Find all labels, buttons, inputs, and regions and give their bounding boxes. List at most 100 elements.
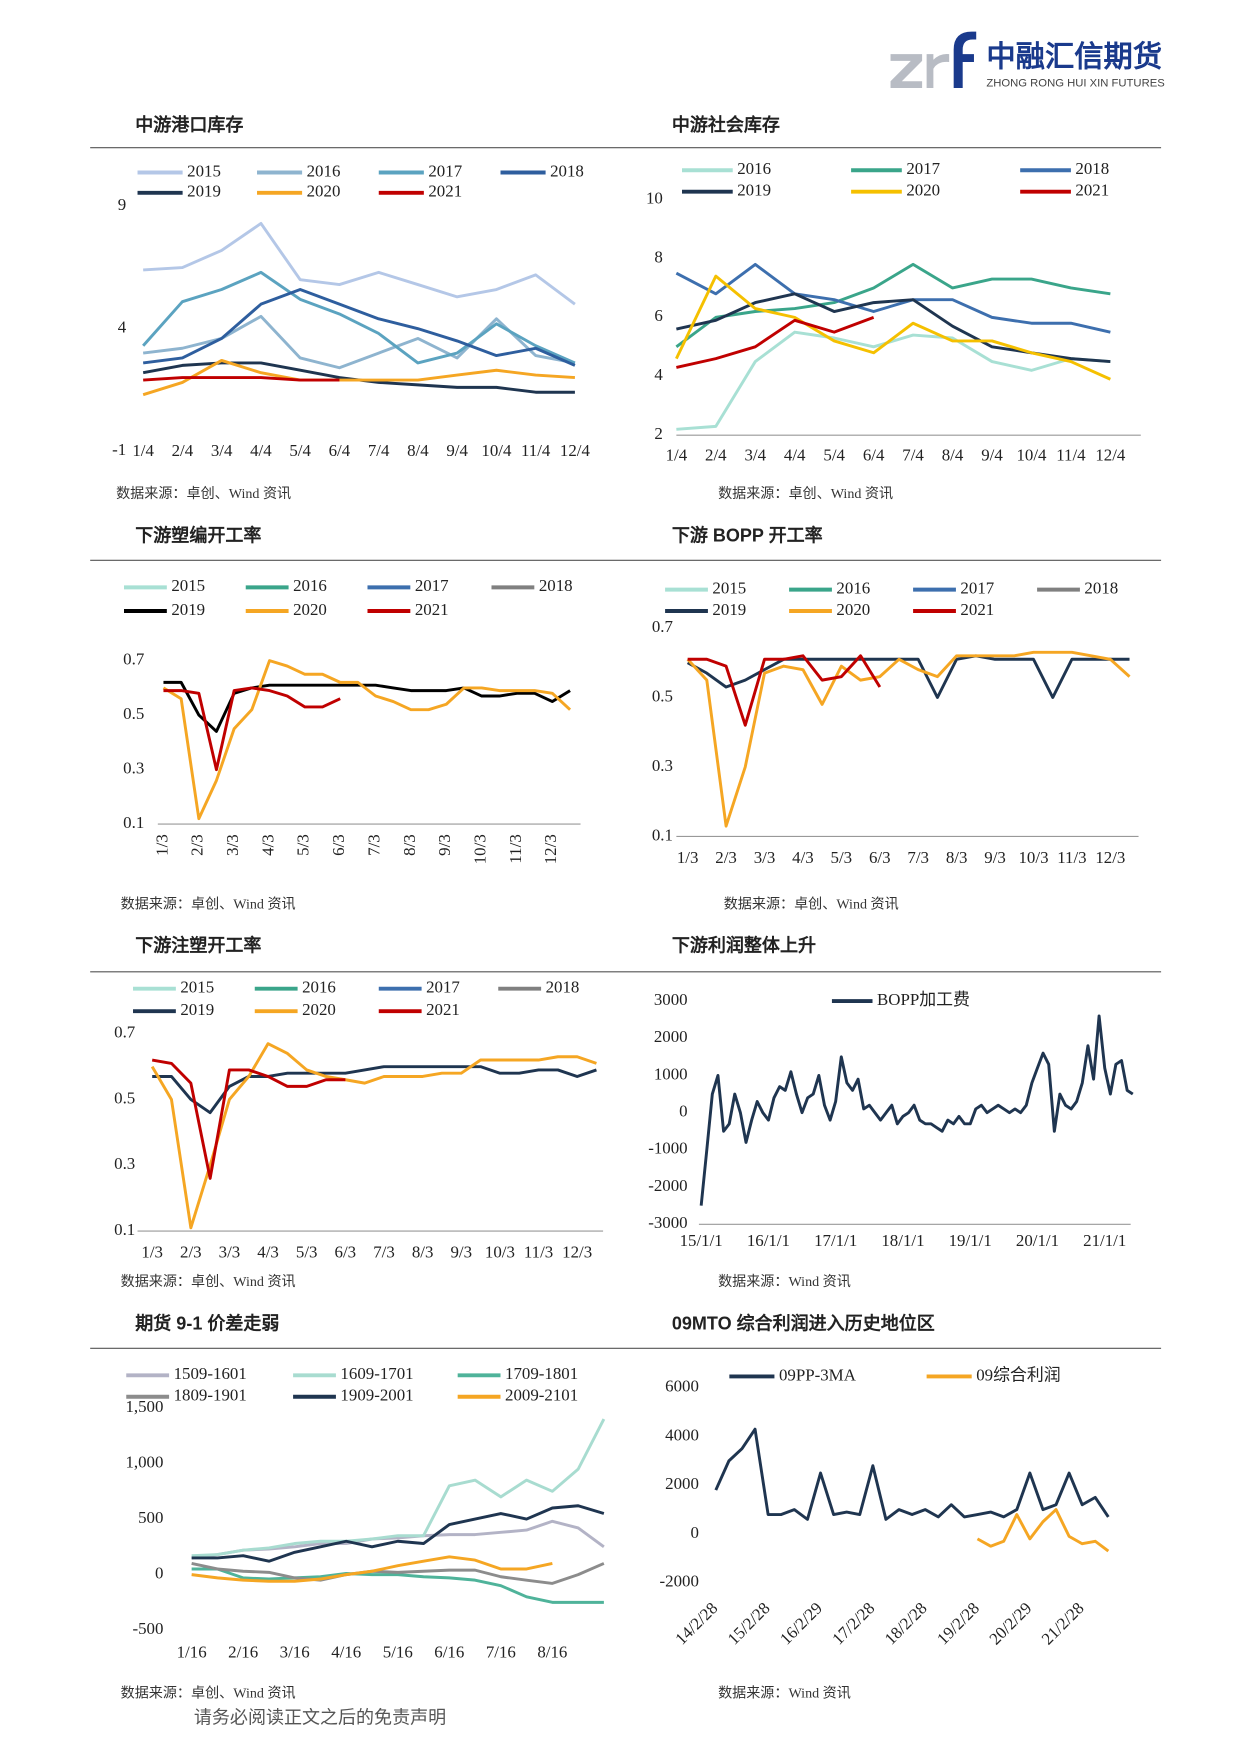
x-tick-label: 7/4 [902,445,924,464]
series-line [686,650,1131,828]
series-line [162,659,572,821]
x-tick-label: 8/16 [537,1643,567,1662]
x-tick-label: 10/4 [1016,445,1047,464]
x-tick-label: 1/4 [132,441,154,460]
series-line [675,274,1111,381]
x-tick-label: 3/4 [744,445,766,464]
disclaimer: 请务必阅读正文之后的免责声明 [194,1707,446,1727]
legend-label: 2019 [180,1000,214,1019]
x-tick-label: 11/4 [1056,445,1086,464]
series-line [191,1562,605,1585]
y-tick-label: 2 [654,424,662,443]
legend-label: 2015 [171,576,205,595]
x-tick-label: 7/3 [364,834,383,856]
legend-label: 2021 [428,182,462,201]
series-line [150,1042,597,1230]
y-tick-label: 4000 [665,1425,699,1444]
x-tick-label: 5/16 [383,1643,413,1662]
series-line [142,270,576,365]
x-tick-label: 4/16 [331,1643,361,1662]
chart-title: 下游注塑开工率 [135,935,261,956]
x-tick-label: 1/4 [666,445,688,464]
x-tick-label: 20/1/1 [1016,1231,1059,1250]
y-tick-label: 1,500 [125,1397,163,1416]
legend-label: 1909-2001 [340,1386,413,1405]
x-tick-label: 11/3 [506,834,525,863]
y-tick-label: 4 [118,318,127,337]
x-tick-label: 5/4 [823,445,845,464]
chart-title: 期货 9-1 价差走弱 [135,1312,279,1333]
y-tick-label: 0.7 [652,617,673,636]
x-tick-label: 8/4 [407,441,429,460]
y-tick-label: 2000 [654,1027,688,1046]
y-tick-label: 4 [654,365,663,384]
series-line [976,1508,1110,1553]
x-tick-label: 7/3 [373,1242,395,1261]
legend-label: 2020 [302,1000,336,1019]
x-tick-label: 8/3 [946,848,968,867]
legend-label: 2015 [187,161,221,180]
series-line [687,654,882,727]
x-tick-label: 12/3 [562,1242,592,1261]
x-tick-label: 6/4 [863,445,885,464]
source-note: 数据来源：Wind 资讯 [718,1686,851,1702]
x-tick-label: 1/3 [677,848,699,867]
x-tick-label: 6/3 [329,834,348,856]
legend-label: 2017 [426,978,460,997]
legend-label: 1509-1601 [174,1364,247,1383]
series-line [191,1555,553,1583]
x-tick-label: 17/1/1 [814,1231,857,1250]
legend-label: 2018 [1075,159,1109,178]
legend-label: 2017 [906,159,940,178]
legend-label: 2019 [712,600,746,619]
series-line [163,686,341,772]
x-tick-label: 5/3 [294,834,313,856]
series-line [714,1427,1110,1521]
x-tick-label: 4/3 [257,1242,279,1261]
legend-label: 1809-1901 [174,1386,247,1405]
series-line [142,288,576,367]
y-tick-label: 6000 [665,1377,699,1396]
x-tick-label: 3/3 [223,834,242,856]
legend-label: 2018 [1084,578,1118,597]
y-tick-label: 1000 [654,1064,688,1083]
x-tick-label: 3/4 [211,441,233,460]
legend-label: 2016 [293,576,327,595]
legend-label: 2016 [307,161,341,180]
logo-r [926,53,950,88]
x-tick-label: 6/3 [869,848,891,867]
x-tick-label: 16/1/1 [747,1231,790,1250]
x-tick-label: 7/16 [486,1643,516,1662]
x-tick-label: 2/4 [705,445,727,464]
series-line [191,1418,606,1558]
x-tick-label: 15/1/1 [680,1231,723,1250]
source-note: 数据来源：卓创、Wind 资讯 [121,896,296,912]
series-line [699,1014,1134,1206]
legend-label: 2020 [293,600,327,619]
x-tick-label: 4/4 [250,441,272,460]
y-tick-label: 0.5 [123,704,144,723]
x-tick-label: 2/16 [228,1643,258,1662]
x-tick-label: 9/3 [984,848,1006,867]
legend-label: 2017 [415,576,449,595]
y-tick-label: 0.7 [114,1023,135,1042]
x-tick-label: 10/3 [1018,848,1048,867]
x-tick-label: 3/3 [219,1242,241,1261]
logo [890,31,977,88]
x-tick-label: 9/3 [450,1242,472,1261]
x-tick-label: 4/3 [258,834,277,856]
x-tick-label: 1/3 [141,1242,163,1261]
y-tick-label: 0.3 [123,758,144,777]
x-tick-label: 2/3 [715,848,737,867]
legend-label: 2018 [539,576,573,595]
legend-label: 2016 [302,978,336,997]
y-tick-label: 0 [155,1563,163,1582]
legend-label: 2016 [737,159,771,178]
x-tick-label: 8/3 [400,834,419,856]
series-line [675,262,1111,334]
x-tick-label: 11/3 [524,1242,553,1261]
x-tick-label: 21/1/1 [1083,1231,1126,1250]
series-line [676,316,875,369]
x-tick-label: 7/3 [907,848,929,867]
